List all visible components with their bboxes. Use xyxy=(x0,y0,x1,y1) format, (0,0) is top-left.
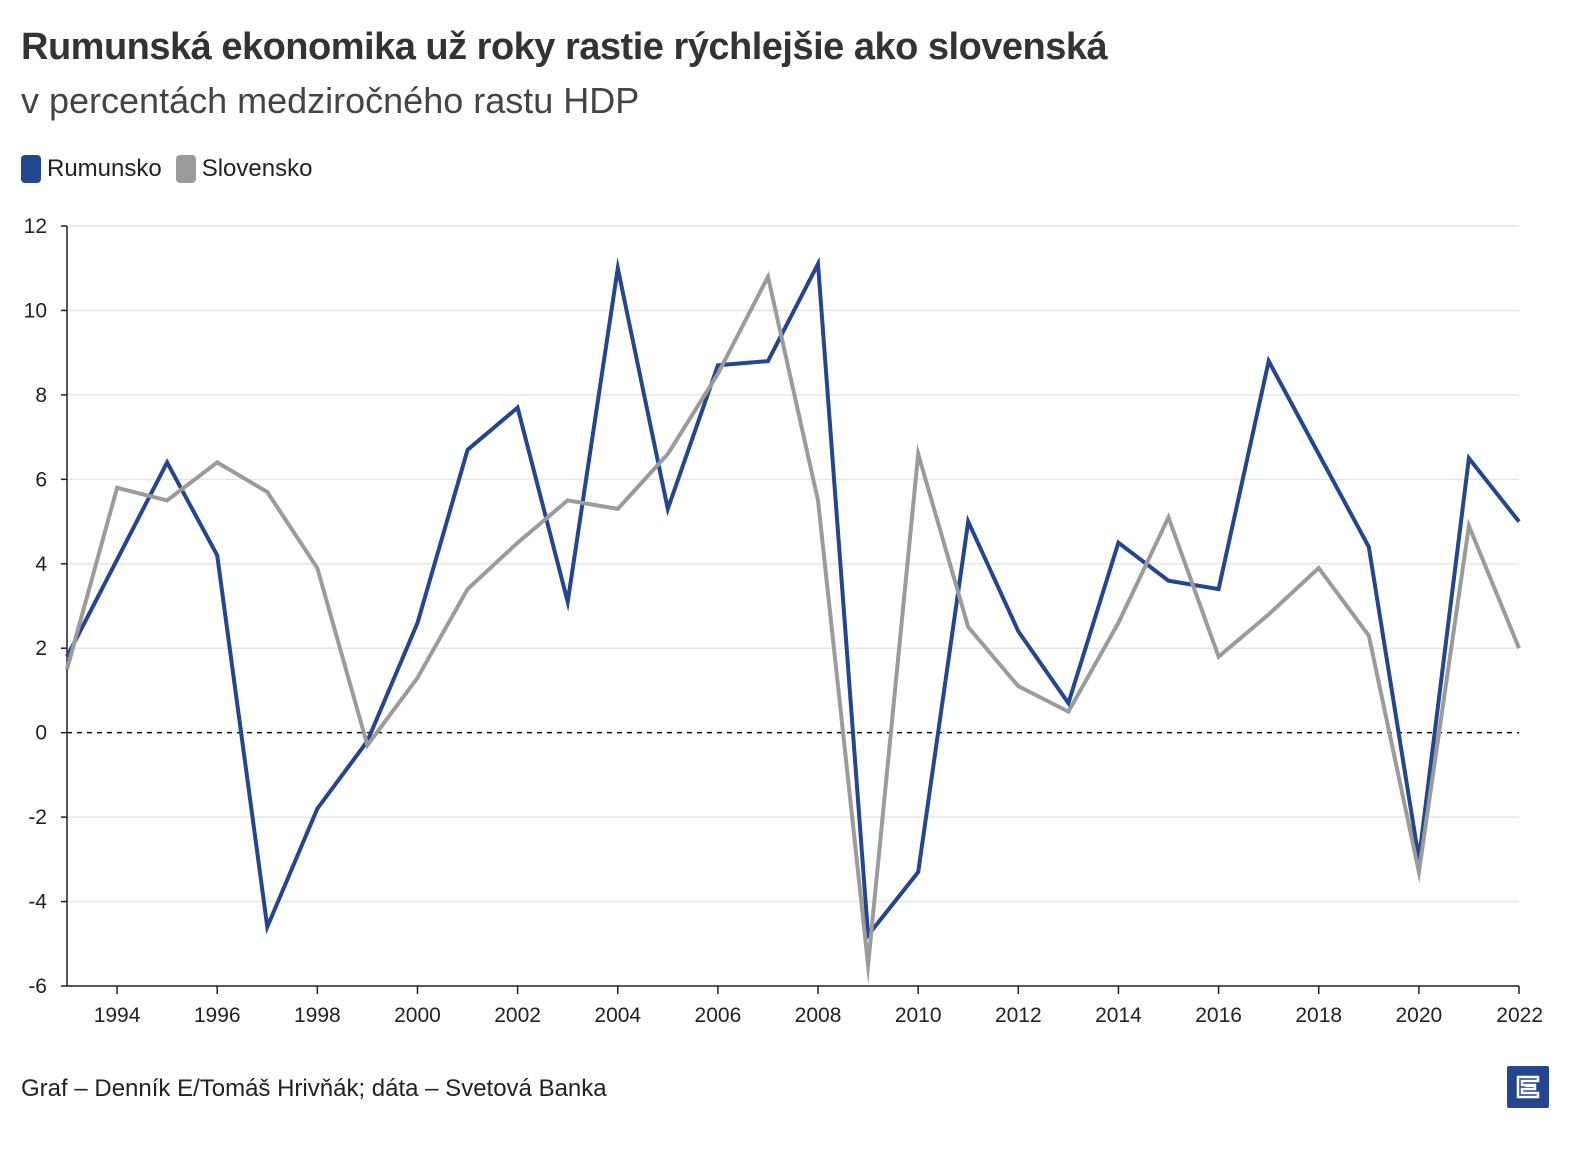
y-tick-label: -6 xyxy=(28,975,47,998)
x-tick-label: 2006 xyxy=(695,1004,742,1027)
legend: Rumunsko Slovensko xyxy=(21,155,326,183)
logo-icon xyxy=(1516,1075,1540,1099)
x-axis: 1994 1996 1998 2000 2002 2004 2006 2008 2010 2012… xyxy=(67,985,1543,1027)
legend-swatch-slovensko xyxy=(175,155,196,183)
series-line-slovensko xyxy=(65,270,1521,985)
x-tick-label: 2014 xyxy=(1095,1004,1142,1027)
legend-label-rumunsko: Rumunsko xyxy=(47,155,162,182)
x-tick-label: 1998 xyxy=(294,1004,341,1027)
x-tick-label: 2020 xyxy=(1396,1004,1443,1027)
legend-swatch-rumunsko xyxy=(21,155,41,183)
grid xyxy=(67,225,1519,903)
x-tick-label: 2002 xyxy=(494,1004,541,1027)
y-tick-label: 4 xyxy=(35,553,47,576)
x-tick-label: 1994 xyxy=(94,1004,141,1027)
x-tick-label: 2010 xyxy=(895,1004,942,1027)
x-tick-label: 2012 xyxy=(995,1004,1042,1027)
x-tick-label: 1996 xyxy=(194,1004,241,1027)
y-tick-label: 10 xyxy=(24,299,47,322)
x-tick-label: 2008 xyxy=(795,1004,842,1027)
series-lines xyxy=(65,256,1521,985)
source-credit: Graf – Denník E/Tomáš Hrivňák; dáta – Sv… xyxy=(21,1075,607,1102)
legend-item-slovensko: Slovensko xyxy=(175,155,313,183)
x-tick-label: 2022 xyxy=(1496,1004,1543,1027)
y-tick-label: -4 xyxy=(28,891,47,914)
chart-title: Rumunská ekonomika už roky rastie rýchle… xyxy=(21,26,1108,68)
legend-label-slovensko: Slovensko xyxy=(201,155,313,182)
x-tick-label: 2016 xyxy=(1195,1004,1242,1027)
y-tick-label: 2 xyxy=(35,637,47,660)
x-tick-label: 2018 xyxy=(1295,1004,1342,1027)
y-tick-label: 12 xyxy=(24,215,47,238)
denník-e-logo xyxy=(1507,1066,1549,1108)
y-tick-label: -2 xyxy=(28,806,47,829)
y-tick-label: 8 xyxy=(35,384,47,407)
y-tick-label: 0 xyxy=(35,722,47,745)
x-tick-label: 2000 xyxy=(394,1004,441,1027)
y-axis: 12 10 8 6 4 2 0 -2 -4 -6 xyxy=(24,215,68,998)
legend-item-rumunsko: Rumunsko xyxy=(21,155,162,183)
chart-subtitle: v percentách medziročného rastu HDP xyxy=(21,80,640,121)
y-tick-label: 6 xyxy=(35,468,47,491)
x-tick-label: 2004 xyxy=(594,1004,641,1027)
series-line-rumunsko xyxy=(65,256,1521,941)
